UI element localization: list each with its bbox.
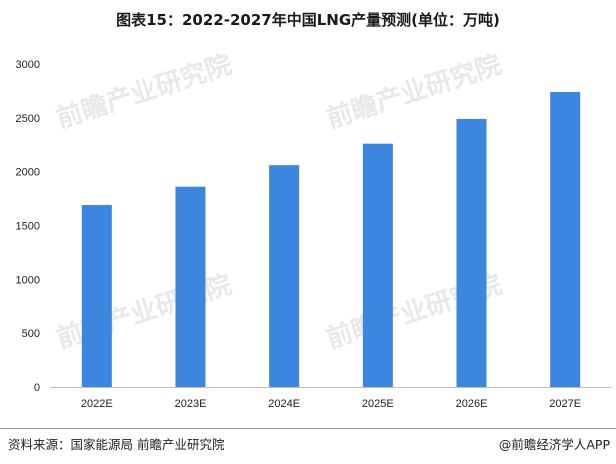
y-axis: 0 500 1000 1500 2000 2500 3000 [16, 59, 40, 394]
bar-series [81, 91, 581, 387]
brand-credit: @前瞻经济学人APP [498, 437, 610, 452]
x-axis: 2022E 2023E 2024E 2025E 2026E 2027E [81, 398, 581, 410]
bar-2026E [456, 118, 487, 387]
x-tick-label: 2023E [175, 398, 207, 410]
bar-2023E [175, 186, 206, 387]
y-tick-label: 500 [22, 328, 40, 340]
bar-2027E [550, 91, 581, 387]
chart-title: 图表15：2022-2027年中国LNG产量预测(单位：万吨) [116, 11, 500, 29]
y-tick-label: 1500 [16, 221, 40, 233]
y-tick-label: 1000 [16, 274, 40, 286]
x-tick-label: 2024E [268, 398, 300, 410]
y-tick-label: 3000 [16, 59, 40, 71]
y-tick-label: 0 [34, 382, 40, 394]
bar-2022E [81, 205, 112, 387]
bar-2024E [269, 165, 300, 387]
bar-2025E [362, 143, 393, 387]
watermark-2: 前瞻产业研究院 [53, 269, 236, 355]
source-note: 资料来源：国家能源局 前瞻产业研究院 [8, 437, 225, 452]
y-tick-label: 2000 [16, 167, 40, 179]
footer: 资料来源：国家能源局 前瞻产业研究院 @前瞻经济学人APP [0, 428, 616, 464]
y-tick-label: 2500 [16, 113, 40, 125]
watermark-0: 前瞻产业研究院 [53, 49, 236, 135]
x-tick-label: 2026E [456, 398, 488, 410]
x-tick-label: 2022E [81, 398, 113, 410]
x-tick-label: 2027E [549, 398, 581, 410]
x-tick-label: 2025E [362, 398, 394, 410]
